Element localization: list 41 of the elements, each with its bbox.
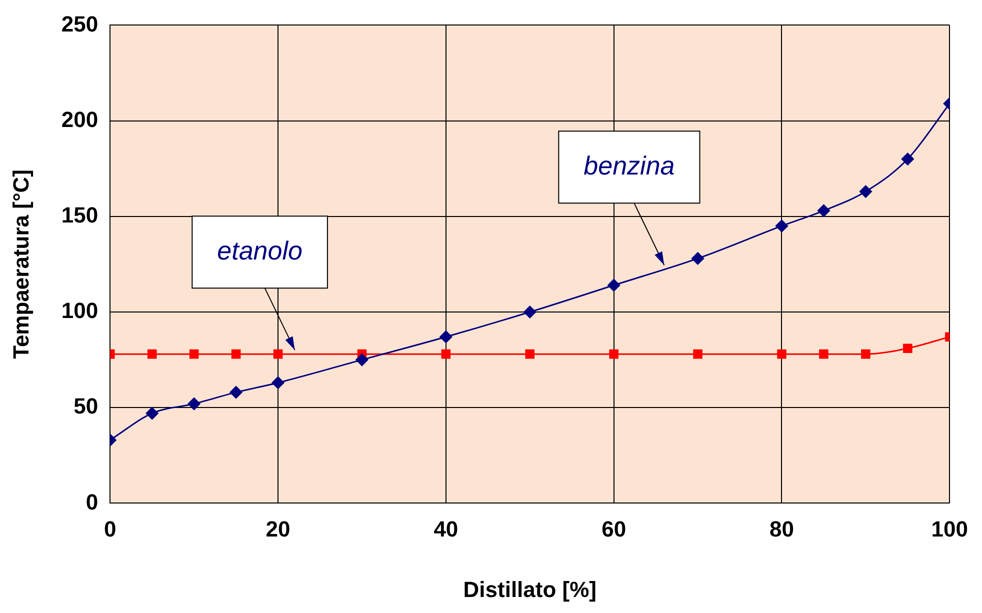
point [189, 349, 199, 359]
point [859, 185, 872, 198]
y-tick-label: 50 [74, 394, 98, 419]
point [356, 354, 368, 366]
y-axis-title: Tempaeratura [°C] [8, 170, 34, 359]
x-tick-label: 60 [602, 516, 626, 542]
point [817, 204, 830, 217]
point [861, 349, 870, 359]
point [693, 349, 702, 359]
point [524, 306, 536, 318]
point [146, 407, 158, 420]
point [273, 349, 283, 359]
point [525, 349, 535, 359]
point [777, 349, 786, 359]
x-tick-label: 100 [931, 516, 968, 542]
point [692, 252, 704, 265]
point [440, 330, 452, 344]
point [230, 386, 242, 399]
x-tick-label: 40 [434, 516, 458, 542]
x-axis-title: Distillato [%] [463, 576, 596, 602]
point [609, 349, 618, 359]
point [819, 349, 828, 359]
point [272, 376, 284, 389]
y-tick-label: 0 [86, 489, 98, 514]
text: etanolo [217, 235, 302, 266]
y-tick-label: 150 [61, 202, 98, 228]
point [441, 349, 451, 359]
y-tick-label: 250 [61, 11, 98, 36]
point [188, 398, 200, 410]
y-tick-label: 200 [61, 106, 98, 132]
x-tick-label: 80 [769, 516, 794, 542]
point [903, 344, 912, 353]
point [231, 349, 241, 359]
y-tick-label: 100 [61, 298, 98, 324]
x-tick-label: 20 [266, 516, 290, 542]
text: benzina [584, 150, 675, 180]
point [901, 152, 914, 166]
point [775, 220, 788, 232]
x-tick-label: 0 [104, 516, 116, 542]
point [608, 278, 620, 292]
point [147, 349, 157, 359]
